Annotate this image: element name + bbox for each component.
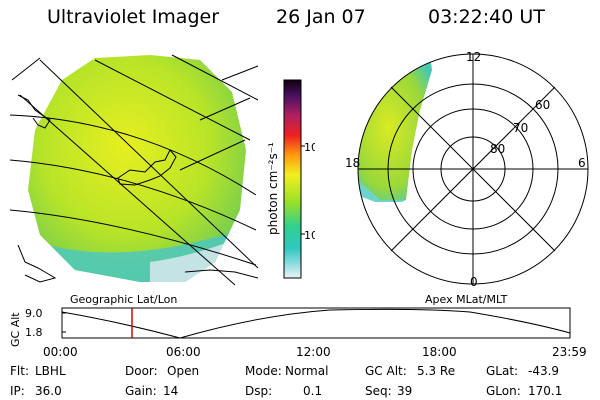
door-label: Door: [125,364,158,378]
timeline-axis-title: GC Alt [9,312,22,347]
right-panel-caption: Apex MLat/MLT [425,293,508,306]
field-seq: Seq: 39 [365,384,412,398]
glat-label: GLat: [486,364,519,378]
timeline-frame [61,307,571,339]
dsp-label: Dsp: [245,384,273,398]
field-mode: Mode: Normal [245,364,328,378]
flt-label: Flt: [10,364,29,378]
lat-label-60: 60 [535,98,550,112]
ip-label: IP: [10,384,25,398]
altitude-curve [61,308,571,339]
colorbar-unit-label: photon cm⁻²s⁻¹ [266,142,280,235]
glon-value: 170.1 [528,384,563,398]
field-gc-alt: GC Alt: 5.3 Re [365,364,455,378]
field-ip: IP: 36.0 [10,384,62,398]
polar-grid [357,53,589,285]
left-panel-caption: Geographic Lat/Lon [70,293,178,306]
x-tick-1800: 18:00 [422,345,457,359]
ip-value: 36.0 [35,384,62,398]
x-tick-0000: 00:00 [43,345,78,359]
polar-plot: 12 18 6 0 60 70 80 [345,50,589,289]
gc-alt-value: 5.3 Re [417,364,456,378]
x-tick-1200: 12:00 [296,345,331,359]
gain-value: 14 [163,384,179,398]
x-tick-0600: 06:00 [166,345,201,359]
field-gain: Gain: 14 [125,384,178,398]
field-glat: GLat: -43.9 [486,364,559,378]
seq-label: Seq: [365,384,392,398]
lat-lon-grid [9,54,259,286]
polar-aurora [358,55,432,200]
altitude-timeline: 9.0 1.8 GC Alt 00:00 06:00 12:00 18:00 2… [9,307,587,359]
gain-label: Gain: [125,384,157,398]
y-tick-1-8: 1.8 [25,326,43,339]
lat-label-70: 70 [513,121,528,135]
time-label: 03:22:40 UT [428,6,545,28]
field-door: Door: Open [125,364,199,378]
field-glon: GLon: 170.1 [486,384,562,398]
instrument-title: Ultraviolet Imager [47,6,220,28]
date-label: 26 Jan 07 [276,6,366,28]
field-dsp: Dsp: 0.1 [245,384,322,398]
glat-value: -43.9 [528,364,560,378]
coastlines [17,94,259,283]
mlt-label-18: 18 [345,156,360,170]
colorbar-tick-100: 100 [304,141,315,154]
flt-value: LBHL [35,364,66,378]
field-flt: Flt: LBHL [10,364,66,378]
mlt-label-12: 12 [466,50,481,64]
y-tick-9: 9.0 [25,307,43,320]
mode-value: Normal [285,364,329,378]
seq-value: 39 [397,384,413,398]
mlt-label-0: 0 [470,275,478,289]
gc-alt-label: GC Alt: [365,364,407,378]
colorbar: 100 10 photon cm⁻²s⁻¹ [266,79,315,279]
colorbar-gradient [283,79,302,279]
mode-label: Mode: [245,364,282,378]
dsp-value: 0.1 [303,384,323,398]
aurora-disc [28,55,246,282]
glon-label: GLon: [486,384,521,398]
mlt-label-6: 6 [578,156,586,170]
x-tick-2359: 23:59 [552,345,587,359]
lat-label-80: 80 [490,142,505,156]
colorbar-tick-10: 10 [304,229,315,242]
door-value: Open [167,364,200,378]
